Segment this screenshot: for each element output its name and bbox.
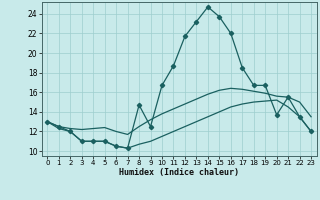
X-axis label: Humidex (Indice chaleur): Humidex (Indice chaleur) <box>119 168 239 177</box>
